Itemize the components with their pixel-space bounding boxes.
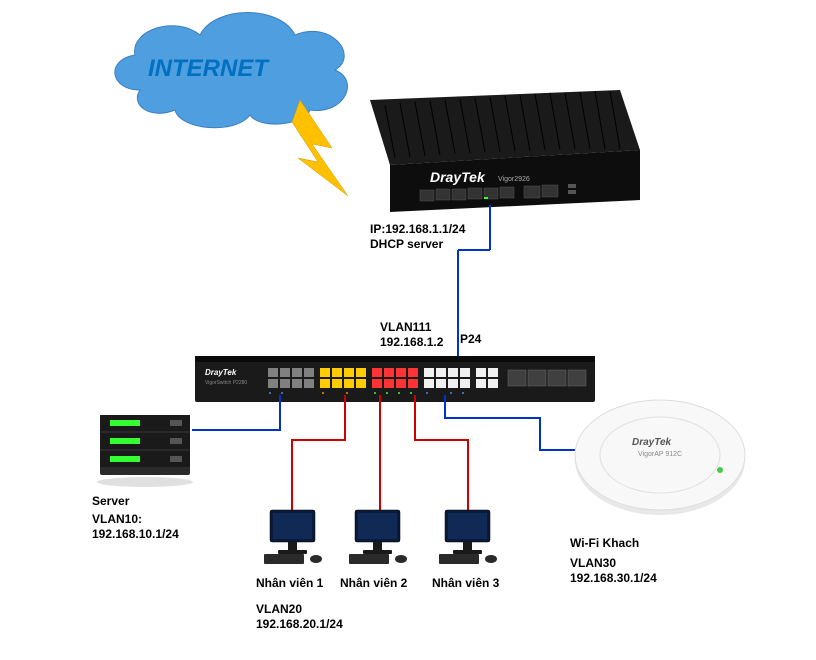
client-pc-1 xyxy=(264,510,322,564)
ap-ip: 192.168.30.1/24 xyxy=(570,571,657,587)
router: DrayTek Vigor2926 xyxy=(370,90,640,212)
ap-vlan: VLAN30 xyxy=(570,556,616,572)
svg-text:VigorSwitch P2280: VigorSwitch P2280 xyxy=(205,380,247,386)
link-switch-ap xyxy=(445,395,588,450)
clients-vlan-title: VLAN20 xyxy=(256,602,302,618)
server xyxy=(97,415,193,487)
svg-text:Vigor2926: Vigor2926 xyxy=(498,176,530,183)
svg-text:VigorAP 912C: VigorAP 912C xyxy=(638,451,682,458)
svg-text:DrayTek: DrayTek xyxy=(430,169,486,185)
link-client-1 xyxy=(292,395,345,510)
client-3-label: Nhân viên 3 xyxy=(432,576,499,592)
cloud-label: INTERNET xyxy=(148,55,268,83)
svg-text:DrayTek: DrayTek xyxy=(205,368,237,377)
access-point: DrayTek VigorAP 912C xyxy=(575,400,745,515)
link-client-3 xyxy=(415,395,468,510)
clients-vlan-ip: 192.168.20.1/24 xyxy=(256,617,343,633)
svg-text:DrayTek: DrayTek xyxy=(632,437,672,448)
switch: DrayTek VigorSwitch P2280 xyxy=(195,356,595,402)
client-2-label: Nhân viên 2 xyxy=(340,576,407,592)
lightning-icon xyxy=(292,100,348,196)
switch-vlan-label: VLAN111 xyxy=(380,320,431,336)
ap-title: Wi-Fi Khach xyxy=(570,536,639,552)
server-ip: 192.168.10.1/24 xyxy=(92,527,179,543)
switch-port-label: P24 xyxy=(460,332,481,348)
client-1-label: Nhân viên 1 xyxy=(256,576,323,592)
server-vlan: VLAN10: xyxy=(92,512,142,528)
router-dhcp-label: DHCP server xyxy=(370,237,443,253)
client-pc-3 xyxy=(439,510,497,564)
client-pc-2 xyxy=(349,510,407,564)
switch-vlan-ip: 192.168.1.2 xyxy=(380,335,443,351)
server-title: Server xyxy=(92,494,129,510)
router-ip-label: IP:192.168.1.1/24 xyxy=(370,222,465,238)
